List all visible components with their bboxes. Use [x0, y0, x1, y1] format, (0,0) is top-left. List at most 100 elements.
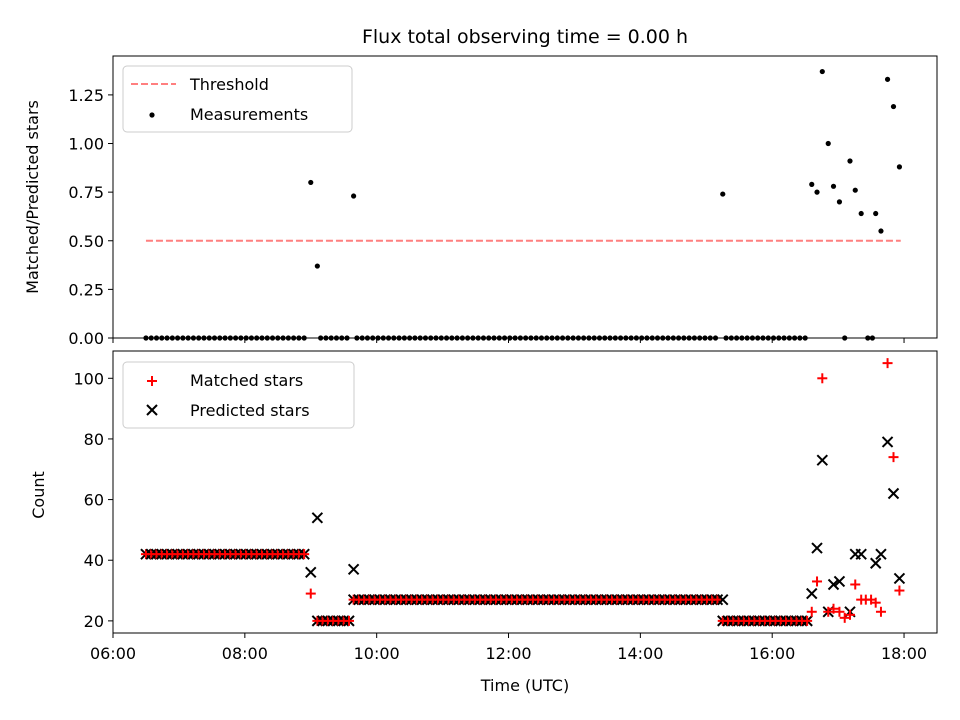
measurement-point: 17:16 — 0.76 — [852, 187, 858, 193]
x-tick-label: 14:00 — [617, 644, 663, 663]
legend-matched-label: Matched stars — [190, 371, 303, 390]
predicted-star-point — [875, 548, 887, 560]
measurement-point: 16:56 — 0.78 — [830, 183, 837, 189]
y-tick-label: 80 — [84, 430, 104, 449]
y-tick-label: 0.75 — [68, 183, 104, 202]
measurement-point: 17:34 — 0.64 — [873, 210, 879, 217]
matched-star-point — [712, 594, 723, 605]
top-axis-ticks: 0.00 0.25 0.50 0.75 1.00 1.25 — [68, 86, 905, 348]
predicted-star-point — [881, 436, 894, 448]
predicted-star-stroke — [827, 578, 840, 591]
predicted-star-stroke — [347, 563, 360, 576]
legend-measurements-marker — [149, 112, 155, 118]
measurement-point: 17:56 — 0.88 — [896, 164, 903, 170]
matched-star-point — [802, 615, 813, 626]
matched-star-point — [806, 606, 817, 617]
y-tick-label: 0.50 — [68, 232, 104, 251]
predicted-star-point — [311, 512, 324, 524]
matched-star-point — [823, 606, 834, 617]
bottom-legend-box — [122, 361, 355, 429]
matched-star-point — [894, 585, 905, 596]
matched-star-point — [882, 358, 893, 369]
y-tick-label: 20 — [84, 612, 104, 631]
bottom-plot-marks — [140, 358, 906, 627]
measurement-point: 17:11 — 0.91 — [847, 158, 853, 164]
y-tick-label: 100 — [73, 369, 104, 388]
measurement-point: 09:06 — 0.37 — [314, 263, 320, 269]
y-tick-label: 0.25 — [68, 280, 104, 299]
matched-star-point — [875, 606, 886, 617]
predicted-star-stroke — [869, 557, 882, 569]
x-tick-label: 12:00 — [485, 644, 531, 663]
predicted-star-stroke — [855, 548, 867, 560]
x-tick-label: 08:00 — [222, 644, 268, 663]
matched-star-point — [888, 452, 899, 463]
predicted-star-point — [305, 566, 317, 579]
measurement-point: 15:15 — 0.74 — [720, 191, 726, 197]
predicted-star-stroke — [816, 454, 829, 466]
measurement-point: 17:21 — 0.64 — [858, 210, 864, 217]
top-y-axis-label: Matched/Predicted stars — [23, 100, 42, 294]
measurement-point: 09:00 — 0.80 — [308, 179, 314, 186]
matched-star-point — [870, 597, 881, 608]
predicted-star-point — [833, 575, 846, 588]
bottom-plot-frame — [112, 350, 938, 634]
measurement-point: 16:36 — 0.79 — [809, 181, 815, 187]
measurement-point: 17:45 — 1.33 — [884, 76, 891, 82]
x-tick-label: 06:00 — [90, 644, 136, 663]
measurement-point: 17:50 — 1.19 — [890, 103, 897, 110]
legend-predicted-marker — [146, 404, 158, 416]
predicted-star-point — [893, 572, 906, 585]
x-tick-label: 16:00 — [749, 644, 795, 663]
measurement-point: 16:51 — 1.00 — [825, 140, 831, 147]
legend-measurements-label: Measurements — [190, 105, 308, 124]
matched-star-point — [834, 606, 845, 617]
top-chart-title: Flux total observing time = 0.00 h — [362, 26, 688, 48]
x-tick-label: 10:00 — [354, 644, 400, 663]
predicted-star-point — [347, 563, 360, 576]
predicted-star-stroke — [893, 572, 906, 585]
bottom-panel: Count Time (UTC) 20 40 60 80 100 06:00 08:00 10… — [29, 350, 938, 695]
measurement-point: 17:01 — 0.70 — [836, 199, 843, 205]
predicted-star-point — [827, 578, 840, 591]
y-tick-label: 0.00 — [68, 329, 104, 348]
predicted-star-stroke — [811, 542, 823, 554]
legend-matched-marker — [147, 376, 157, 386]
matched-star-point — [305, 588, 316, 599]
bottom-y-axis-label: Count — [29, 471, 48, 519]
y-tick-label: 60 — [84, 491, 104, 510]
predicted-star-point — [717, 593, 729, 606]
measurement-point: 16:46 — 1.37 — [819, 68, 825, 75]
bottom-axis-ticks: 20 40 60 80 100 06:00 08:00 10:00 12:00 14:00 16:0… — [73, 369, 927, 663]
predicted-star-point — [855, 548, 867, 560]
predicted-star-stroke — [717, 593, 729, 606]
x-tick-label: 18:00 — [881, 644, 927, 663]
bottom-legend: Matched stars Predicted stars — [122, 361, 355, 429]
y-tick-label: 1.00 — [68, 135, 104, 154]
matched-star-point — [850, 579, 861, 590]
predicted-star-stroke — [887, 487, 900, 500]
measurement-point: 09:39 — 0.73 — [351, 193, 357, 199]
predicted-star-stroke — [305, 566, 317, 579]
predicted-star-point — [869, 557, 882, 569]
predicted-star-point — [811, 542, 823, 554]
predicted-star-stroke — [833, 575, 846, 588]
matched-star-point — [817, 373, 828, 384]
top-legend: Threshold Measurements — [122, 65, 353, 133]
top-panel: Flux total observing time = 0.00 h Match… — [23, 26, 938, 348]
top-plot-frame — [112, 55, 938, 339]
matched-star-point — [839, 612, 850, 623]
y-tick-label: 1.25 — [68, 86, 104, 105]
matched-star-point — [343, 615, 354, 626]
measurement-point: 17:39 — 0.55 — [878, 228, 884, 234]
predicted-star-stroke — [875, 548, 887, 560]
predicted-star-point — [887, 487, 900, 500]
predicted-star-stroke — [806, 587, 818, 600]
matched-star-point — [299, 549, 310, 560]
predicted-star-point — [806, 587, 818, 600]
predicted-star-point — [816, 454, 829, 466]
matched-star-point — [844, 609, 855, 620]
x-axis-label: Time (UTC) — [480, 676, 569, 695]
top-legend-box — [122, 65, 353, 133]
